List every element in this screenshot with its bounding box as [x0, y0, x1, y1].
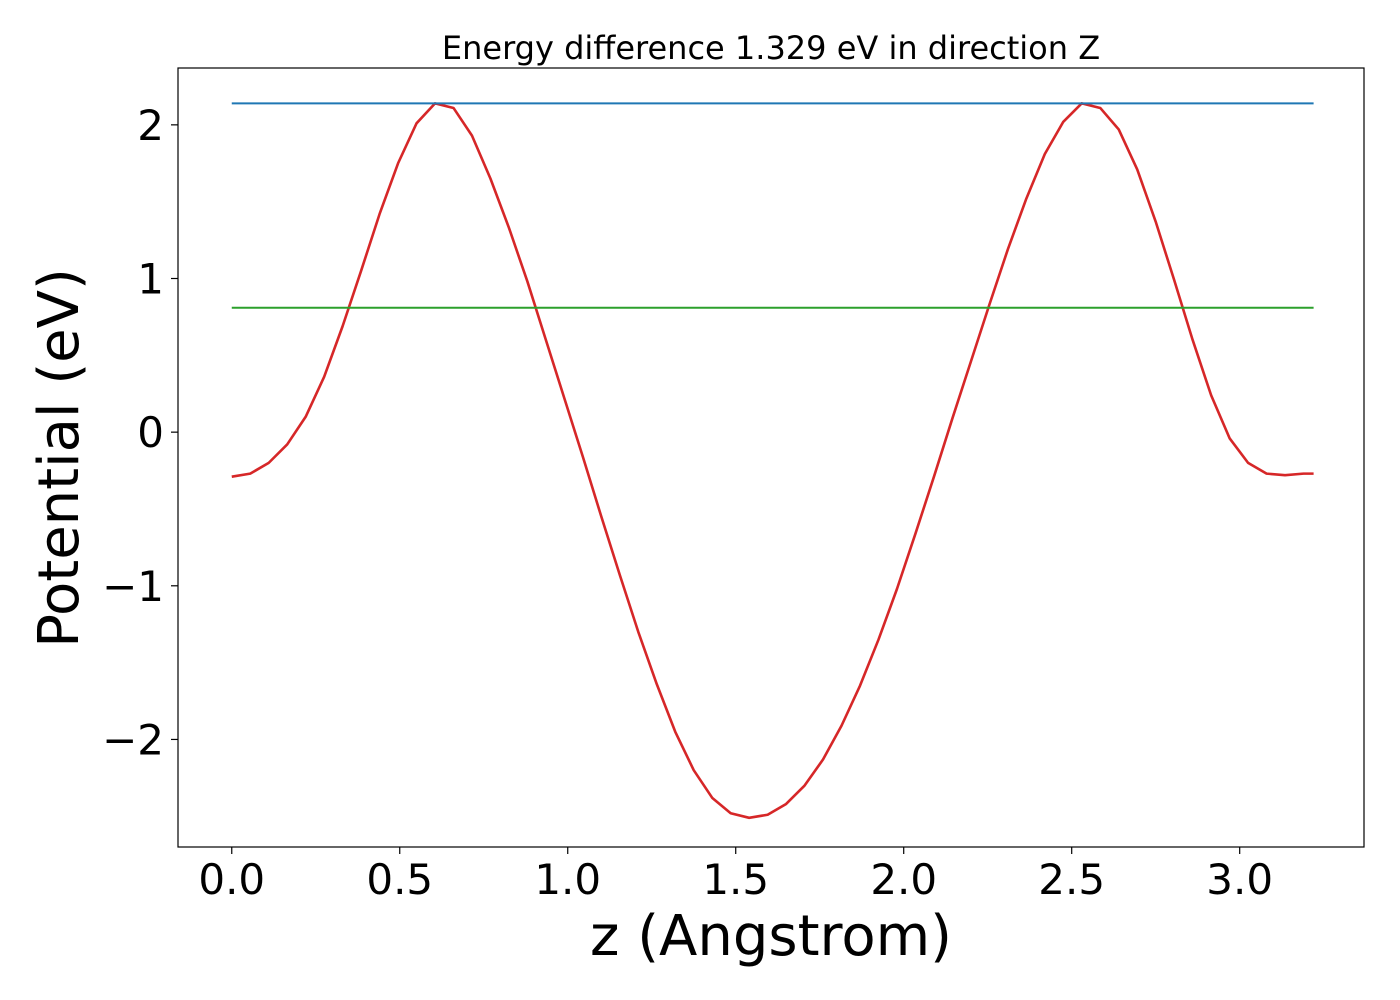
y-tick-label: 1: [137, 254, 164, 303]
x-tick-label: 1.5: [702, 855, 769, 904]
y-tick-label: −2: [102, 715, 164, 764]
y-tick-label: 2: [137, 101, 164, 150]
x-tick-label: 2.5: [1038, 855, 1105, 904]
y-axis-label: Potential (eV): [27, 268, 92, 648]
x-tick-label: 2.0: [870, 855, 937, 904]
chart-title: Energy difference 1.329 eV in direction …: [442, 29, 1100, 67]
y-tick-label: 0: [137, 408, 164, 457]
x-tick-label: 0.0: [198, 855, 265, 904]
x-axis-ticks: 0.0 0.5 1.0 1.5 2.0 2.5 3.0: [198, 847, 1273, 904]
x-tick-label: 1.0: [534, 855, 601, 904]
y-axis-ticks: −2 −1 0 1 2: [102, 101, 178, 764]
x-tick-label: 0.5: [366, 855, 433, 904]
plot-area-frame: [177, 67, 1365, 848]
y-tick-label: −1: [102, 562, 164, 611]
x-tick-label: 3.0: [1206, 855, 1273, 904]
series-layer: [231, 102, 1314, 820]
potential-curve-line: [231, 102, 1314, 820]
x-axis-label: z (Angstrom): [590, 904, 952, 969]
